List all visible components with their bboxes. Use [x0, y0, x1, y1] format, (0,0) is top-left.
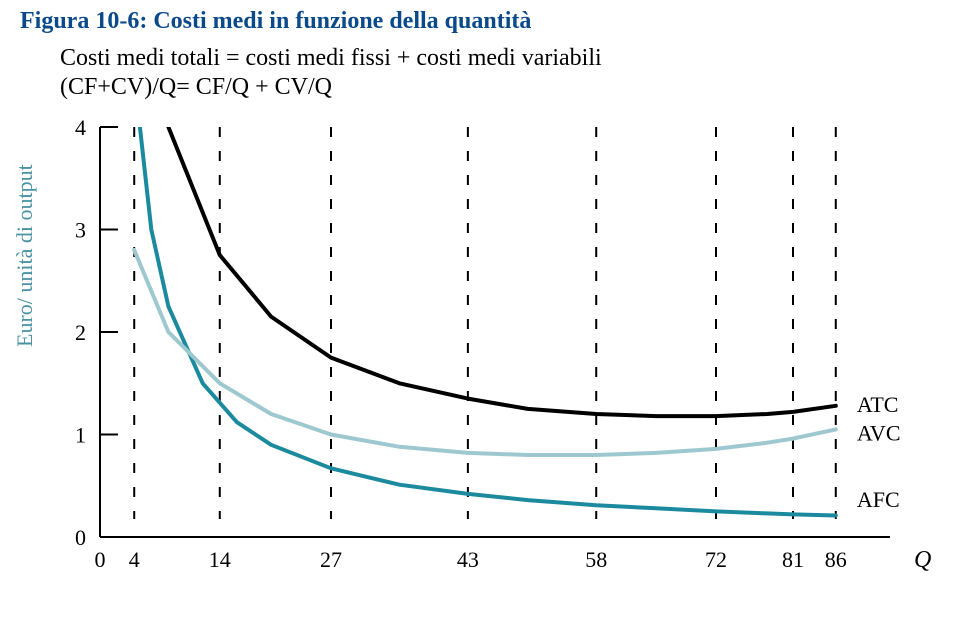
x-tick-label: 4: [129, 547, 140, 572]
y-tick-label: 4: [75, 115, 86, 140]
y-tick-label: 2: [75, 320, 86, 345]
x-tick-label: 72: [705, 547, 727, 572]
x-tick-label: 58: [585, 547, 607, 572]
x-tick-label: 86: [825, 547, 847, 572]
x-tick-label: 14: [209, 547, 231, 572]
figure-title: Figura 10-6: Costi medi in funzione dell…: [20, 8, 939, 35]
y-tick-label: 0: [75, 525, 86, 550]
figure-subtitle: Costi medi totali = costi medi fissi + c…: [60, 45, 939, 72]
cost-curves-chart: Euro/ unità di output 01234ATCAVCAFC0414…: [20, 107, 940, 587]
y-tick-label: 3: [75, 218, 86, 243]
atc-label: ATC: [857, 392, 899, 417]
x-axis-label: Q: [914, 547, 931, 573]
x-tick-label: 27: [320, 547, 342, 572]
afc-label: AFC: [857, 487, 900, 512]
x-tick-label: 43: [457, 547, 479, 572]
chart-svg: 01234ATCAVCAFC0414274358728186Q: [20, 107, 940, 587]
avc-label: AVC: [857, 421, 901, 446]
y-axis-label: Euro/ unità di output: [12, 164, 38, 347]
atc-curve: [134, 107, 836, 416]
y-tick-label: 1: [75, 423, 86, 448]
x-tick-label: 0: [95, 547, 106, 572]
x-tick-label: 81: [782, 547, 804, 572]
figure-formula: (CF+CV)/Q= CF/Q + CV/Q: [60, 74, 939, 101]
